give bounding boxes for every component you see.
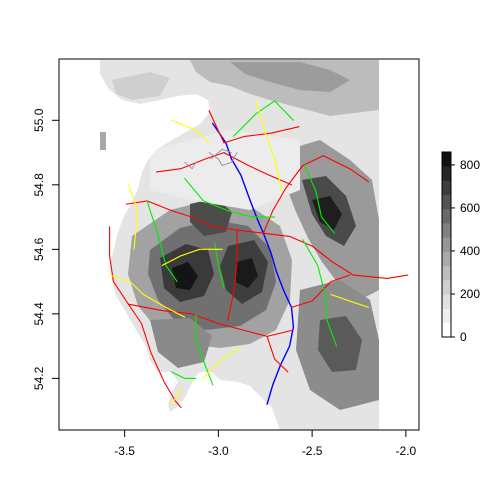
road-primary-16 bbox=[304, 164, 336, 234]
legend-tick-label: 0 bbox=[460, 330, 467, 344]
y-tick-label: 54.4 bbox=[32, 302, 46, 326]
x-tick-label: -3.0 bbox=[208, 444, 229, 458]
road-trunk-11 bbox=[290, 274, 351, 308]
road-primary-14 bbox=[146, 200, 178, 283]
legend-tick-label: 400 bbox=[460, 244, 480, 258]
legend-swatch bbox=[442, 194, 451, 210]
x-tick-label: -3.5 bbox=[114, 444, 135, 458]
road-trunk-8 bbox=[227, 229, 238, 321]
road-trunk-10 bbox=[262, 155, 369, 234]
road-trunk-5 bbox=[262, 232, 409, 279]
road-primary-12 bbox=[232, 100, 294, 137]
legend-swatch bbox=[442, 280, 451, 295]
road-secondary-24 bbox=[255, 100, 283, 192]
y-axis: 54.2 54.4 54.6 54.8 55.0 bbox=[32, 108, 60, 390]
elevation-raster bbox=[100, 60, 379, 430]
road-primary-15 bbox=[302, 239, 338, 347]
legend-frame bbox=[441, 151, 452, 338]
raster-skiddaw bbox=[190, 198, 232, 236]
legend-swatch bbox=[442, 322, 451, 338]
raster-southeast-core bbox=[318, 316, 362, 372]
road-trunk-1 bbox=[208, 110, 300, 144]
raster-islet bbox=[100, 132, 106, 150]
raster-upland-north-core bbox=[230, 62, 350, 92]
road-secondary-27 bbox=[330, 293, 369, 308]
legend-tick-label: 600 bbox=[460, 201, 480, 215]
road-trunk-6 bbox=[109, 226, 182, 408]
legend-swatch bbox=[442, 208, 451, 224]
legend-swatch bbox=[442, 180, 451, 195]
legend-swatch bbox=[442, 265, 451, 281]
raster-pennines-peak bbox=[312, 196, 342, 230]
road-network bbox=[109, 100, 409, 408]
legend-swatch bbox=[442, 237, 451, 252]
legend-swatch bbox=[442, 251, 451, 267]
road-urban-30 bbox=[184, 161, 197, 170]
y-tick-label: 54.2 bbox=[32, 366, 46, 390]
road-secondary-21 bbox=[127, 184, 139, 250]
legend-swatch bbox=[442, 308, 451, 324]
legend-tick-label: 800 bbox=[460, 158, 480, 172]
road-secondary-25 bbox=[202, 345, 242, 379]
road-secondary-23 bbox=[161, 248, 223, 267]
road-motorway-0 bbox=[212, 122, 295, 405]
road-primary-13 bbox=[184, 177, 276, 218]
x-tick-label: -2.0 bbox=[396, 444, 417, 458]
legend-swatch bbox=[442, 223, 451, 238]
legend-swatch bbox=[442, 152, 451, 167]
legend-swatch bbox=[442, 294, 451, 309]
legend-tick-label: 200 bbox=[460, 287, 480, 301]
road-secondary-26 bbox=[169, 387, 182, 405]
raster-lakes-peak-east bbox=[236, 258, 258, 288]
raster-southwest-fells bbox=[150, 318, 212, 368]
road-urban-29 bbox=[210, 148, 232, 160]
x-axis: -3.5 -3.0 -2.5 -2.0 bbox=[114, 429, 417, 458]
road-urban-28 bbox=[208, 152, 238, 166]
road-primary-18 bbox=[170, 371, 197, 379]
y-tick-label: 54.6 bbox=[32, 237, 46, 261]
road-secondary-20 bbox=[170, 119, 210, 144]
raster-solway-plain bbox=[150, 130, 300, 210]
x-tick-label: -2.5 bbox=[302, 444, 323, 458]
elevation-legend: 0 200 400 600 800 bbox=[441, 151, 480, 344]
road-secondary-22 bbox=[109, 274, 186, 318]
road-trunk-2 bbox=[223, 152, 293, 186]
y-tick-label: 55.0 bbox=[32, 108, 46, 132]
legend-swatch bbox=[442, 166, 451, 181]
road-primary-17 bbox=[195, 313, 214, 386]
road-trunk-9 bbox=[266, 335, 289, 373]
raster-hills-northwest bbox=[112, 72, 170, 100]
y-tick-label: 54.8 bbox=[32, 173, 46, 197]
raster-lakes-peak-west bbox=[172, 262, 198, 290]
road-primary-19 bbox=[214, 242, 225, 289]
